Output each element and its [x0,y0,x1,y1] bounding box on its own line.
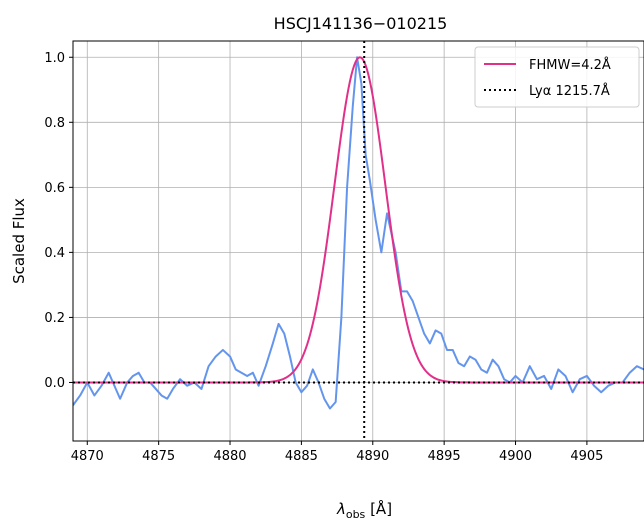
legend-label-gaussian: FHMW=4.2Å [529,57,611,73]
spectrum-line [73,56,644,410]
y-tick-label: 1.0 [44,51,65,66]
clipped-lines [73,41,644,441]
x-axis-title-symbol: λ [336,500,346,518]
x-tick-label: 4870 [71,449,104,464]
x-axis: 4870 4875 4880 4885 4890 4895 4900 4905 [71,441,603,464]
x-tick-label: 4895 [428,449,461,464]
plot-lines [73,41,644,441]
y-tick-label: 0.6 [44,181,65,196]
x-tick-label: 4880 [213,449,246,464]
y-tick-label: 0.8 [44,116,65,131]
x-tick-label: 4890 [356,449,389,464]
x-tick-label: 4875 [142,449,175,464]
legend-box [474,46,640,108]
x-tick-label: 4885 [285,449,318,464]
chart-title: HSCJ141136−010215 [274,14,448,33]
y-axis: 0.0 0.2 0.4 0.6 0.8 1.0 [44,51,73,391]
x-axis-title-unit: [Å] [370,499,392,518]
x-tick-label: 4905 [570,449,603,464]
plot-frame [72,40,644,442]
x-axis-title: λobs [Å] [336,499,392,521]
legend-label-lya: Lyα 1215.7Å [529,83,610,99]
x-axis-title-subscript: obs [346,508,366,521]
y-tick-label: 0.4 [44,246,65,261]
x-tick-label: 4900 [499,449,532,464]
y-axis-title: Scaled Flux [10,198,28,284]
y-tick-label: 0.2 [44,311,65,326]
legend: FHMW=4.2Å Lyα 1215.7Å [474,46,640,108]
y-tick-label: 0.0 [44,376,65,391]
